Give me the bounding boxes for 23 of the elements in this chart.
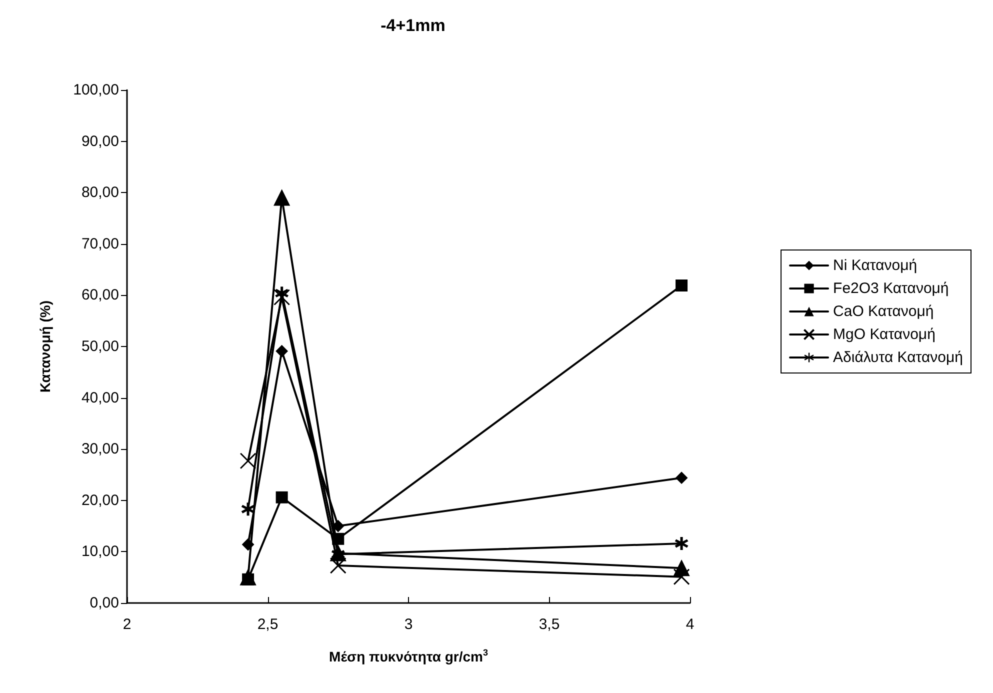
legend-label: Αδιάλυτα Κατανομή [833,349,964,366]
y-tick-label: 40,00 [81,389,119,406]
x-tick-label: 4 [686,616,694,633]
x-tick-label: 2 [122,616,132,633]
y-tick-label: 0,00 [90,594,119,612]
y-tick-label: 50,00 [81,338,119,355]
y-tick-label: 10,00 [81,543,119,560]
y-tick-label: 20,00 [81,492,119,509]
x-tick-label: 2,5 [257,616,278,633]
legend-label: MgO Κατανομή [833,326,936,343]
chart-title: -4+1mm [380,16,446,35]
legend-label: Fe2O3 Κατανομή [833,280,949,297]
y-tick-label: 100,00 [73,82,119,98]
y-tick-label: 90,00 [81,132,119,150]
y-tick-label: 80,00 [81,184,119,202]
x-tick-label: 3 [404,616,413,633]
y-tick-label: 70,00 [81,235,119,252]
legend-label: Ni Κατανομή [833,257,918,274]
x-tick-label: 3,5 [538,616,560,633]
y-tick-label: 60,00 [81,286,119,304]
y-axis-title: Κατανομή (%) [37,300,53,392]
y-tick-label: 30,00 [81,440,119,458]
legend-label: CaO Κατανομή [833,303,934,320]
